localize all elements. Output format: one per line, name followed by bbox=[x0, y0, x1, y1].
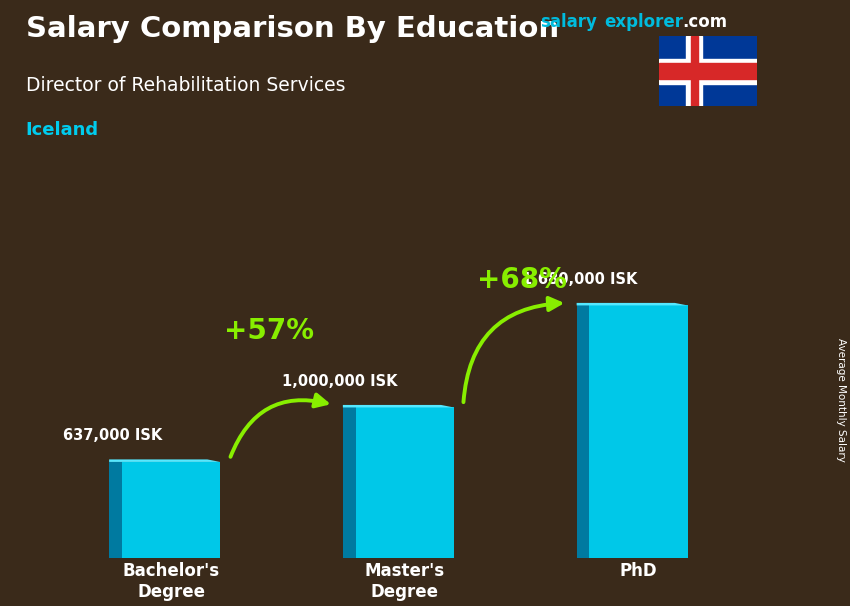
Text: Director of Rehabilitation Services: Director of Rehabilitation Services bbox=[26, 76, 345, 95]
Polygon shape bbox=[343, 405, 454, 407]
Text: 637,000 ISK: 637,000 ISK bbox=[63, 428, 162, 443]
FancyArrowPatch shape bbox=[463, 298, 560, 402]
Text: 1,680,000 ISK: 1,680,000 ISK bbox=[523, 271, 638, 287]
Text: Iceland: Iceland bbox=[26, 121, 99, 139]
FancyBboxPatch shape bbox=[355, 407, 454, 558]
Text: +57%: +57% bbox=[224, 316, 314, 345]
Polygon shape bbox=[576, 303, 688, 305]
FancyBboxPatch shape bbox=[122, 462, 220, 558]
Bar bbox=[686, 36, 702, 106]
Polygon shape bbox=[343, 407, 355, 558]
Bar bbox=[659, 59, 756, 84]
Text: salary: salary bbox=[540, 13, 597, 32]
Polygon shape bbox=[109, 462, 122, 558]
Polygon shape bbox=[109, 459, 220, 462]
FancyArrowPatch shape bbox=[230, 395, 326, 457]
Text: .com: .com bbox=[683, 13, 728, 32]
Text: Salary Comparison By Education: Salary Comparison By Education bbox=[26, 15, 558, 43]
Polygon shape bbox=[576, 305, 590, 558]
Text: explorer: explorer bbox=[604, 13, 683, 32]
FancyBboxPatch shape bbox=[590, 305, 688, 558]
Text: 1,000,000 ISK: 1,000,000 ISK bbox=[281, 373, 397, 388]
Text: +68%: +68% bbox=[477, 266, 567, 295]
Bar bbox=[659, 63, 756, 79]
Text: Average Monthly Salary: Average Monthly Salary bbox=[836, 338, 846, 462]
Bar bbox=[691, 36, 698, 106]
